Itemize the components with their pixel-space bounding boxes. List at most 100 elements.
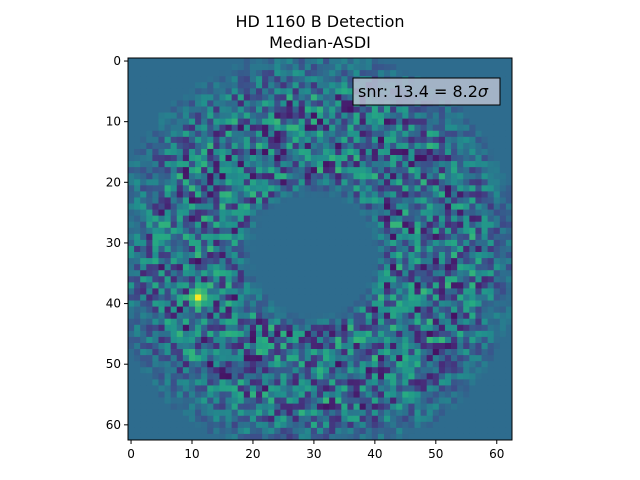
heatmap-cell [341,179,348,186]
heatmap-cell [408,258,415,265]
heatmap-cell [195,367,202,374]
heatmap-cell [481,324,489,332]
heatmap-cell [280,391,287,398]
heatmap-cell [140,421,147,429]
heatmap-cell [341,355,348,362]
heatmap-cell [274,245,281,253]
heatmap-cell [499,336,507,344]
heatmap-cell [451,258,458,265]
heatmap-cell [414,258,421,265]
heatmap-cell [359,209,367,217]
heatmap-cell [207,142,214,150]
heatmap-cell [451,191,458,198]
heatmap-cell [426,130,434,138]
heatmap-cell [188,397,196,405]
heatmap-cell [408,58,415,65]
heatmap-cell [469,70,476,77]
heatmap-cell [316,142,324,150]
heatmap-cell [438,282,446,289]
heatmap-cell [152,239,159,247]
heatmap-cell [420,203,428,210]
heatmap-cell [128,124,135,132]
heatmap-cell [505,106,513,113]
heatmap-cell [292,391,300,398]
heatmap-cell [438,306,446,314]
heatmap-cell [140,136,147,144]
heatmap-cell [359,106,367,113]
heatmap-cell [481,124,489,132]
heatmap-cell [451,64,458,71]
heatmap-cell [225,349,233,356]
heatmap-cell [256,373,263,380]
heatmap-cell [396,385,403,392]
heatmap-cell [152,324,159,332]
heatmap-cell [493,312,501,320]
heatmap-cell [353,167,361,174]
heatmap-cell [493,409,501,417]
heatmap-cell [384,197,391,204]
heatmap-cell [274,379,281,386]
heatmap-cell [329,203,336,210]
heatmap-cell [347,312,354,320]
heatmap-cell [347,209,354,217]
heatmap-cell [201,349,208,356]
heatmap-cell [231,112,239,120]
heatmap-cell [256,300,263,307]
heatmap-cell [365,221,373,229]
heatmap-cell [237,203,245,210]
heatmap-cell [341,415,348,423]
heatmap-cell [280,239,287,247]
heatmap-cell [195,112,202,120]
heatmap-cell [420,397,428,405]
heatmap-cell [280,379,287,386]
heatmap-cell [268,288,275,295]
heatmap-cell [329,427,336,435]
heatmap-cell [268,379,275,386]
heatmap-cell [353,227,361,235]
heatmap-cell [341,379,348,386]
heatmap-cell [347,324,354,332]
heatmap-cell [316,130,324,138]
heatmap-cell [207,173,214,180]
heatmap-cell [438,433,446,441]
heatmap-cell [316,342,324,350]
heatmap-cell [341,155,348,162]
heatmap-cell [481,300,489,307]
heatmap-cell [316,294,324,301]
heatmap-cell [164,161,172,168]
heatmap-cell [201,300,208,307]
heatmap-cell [249,355,257,362]
heatmap-cell [396,245,403,253]
heatmap-cell [451,288,458,295]
heatmap-cell [286,306,293,314]
heatmap-cell [237,106,245,113]
heatmap-cell [262,155,269,162]
heatmap-cell [158,252,165,259]
heatmap-cell [359,373,367,380]
heatmap-cell [304,185,312,192]
heatmap-cell [134,373,141,380]
heatmap-cell [390,258,397,265]
heatmap-cell [176,270,184,277]
heatmap-cell [292,233,300,241]
heatmap-cell [188,379,196,386]
heatmap-cell [207,58,214,65]
heatmap-cell [225,221,233,229]
heatmap-cell [256,191,263,198]
heatmap-cell [249,433,257,441]
heatmap-cell [499,94,507,101]
heatmap-cell [377,397,385,405]
heatmap-cell [365,282,373,289]
x-tick-label: 30 [306,447,321,461]
heatmap-cell [365,233,373,241]
heatmap-cell [341,221,348,229]
heatmap-cell [323,82,330,89]
heatmap-cell [182,203,190,210]
heatmap-cell [201,367,208,374]
heatmap-cell [268,227,275,235]
heatmap-cell [323,185,330,192]
heatmap-cell [335,136,342,144]
heatmap-cell [487,197,495,204]
heatmap-cell [323,421,330,429]
heatmap-cell [432,227,440,235]
